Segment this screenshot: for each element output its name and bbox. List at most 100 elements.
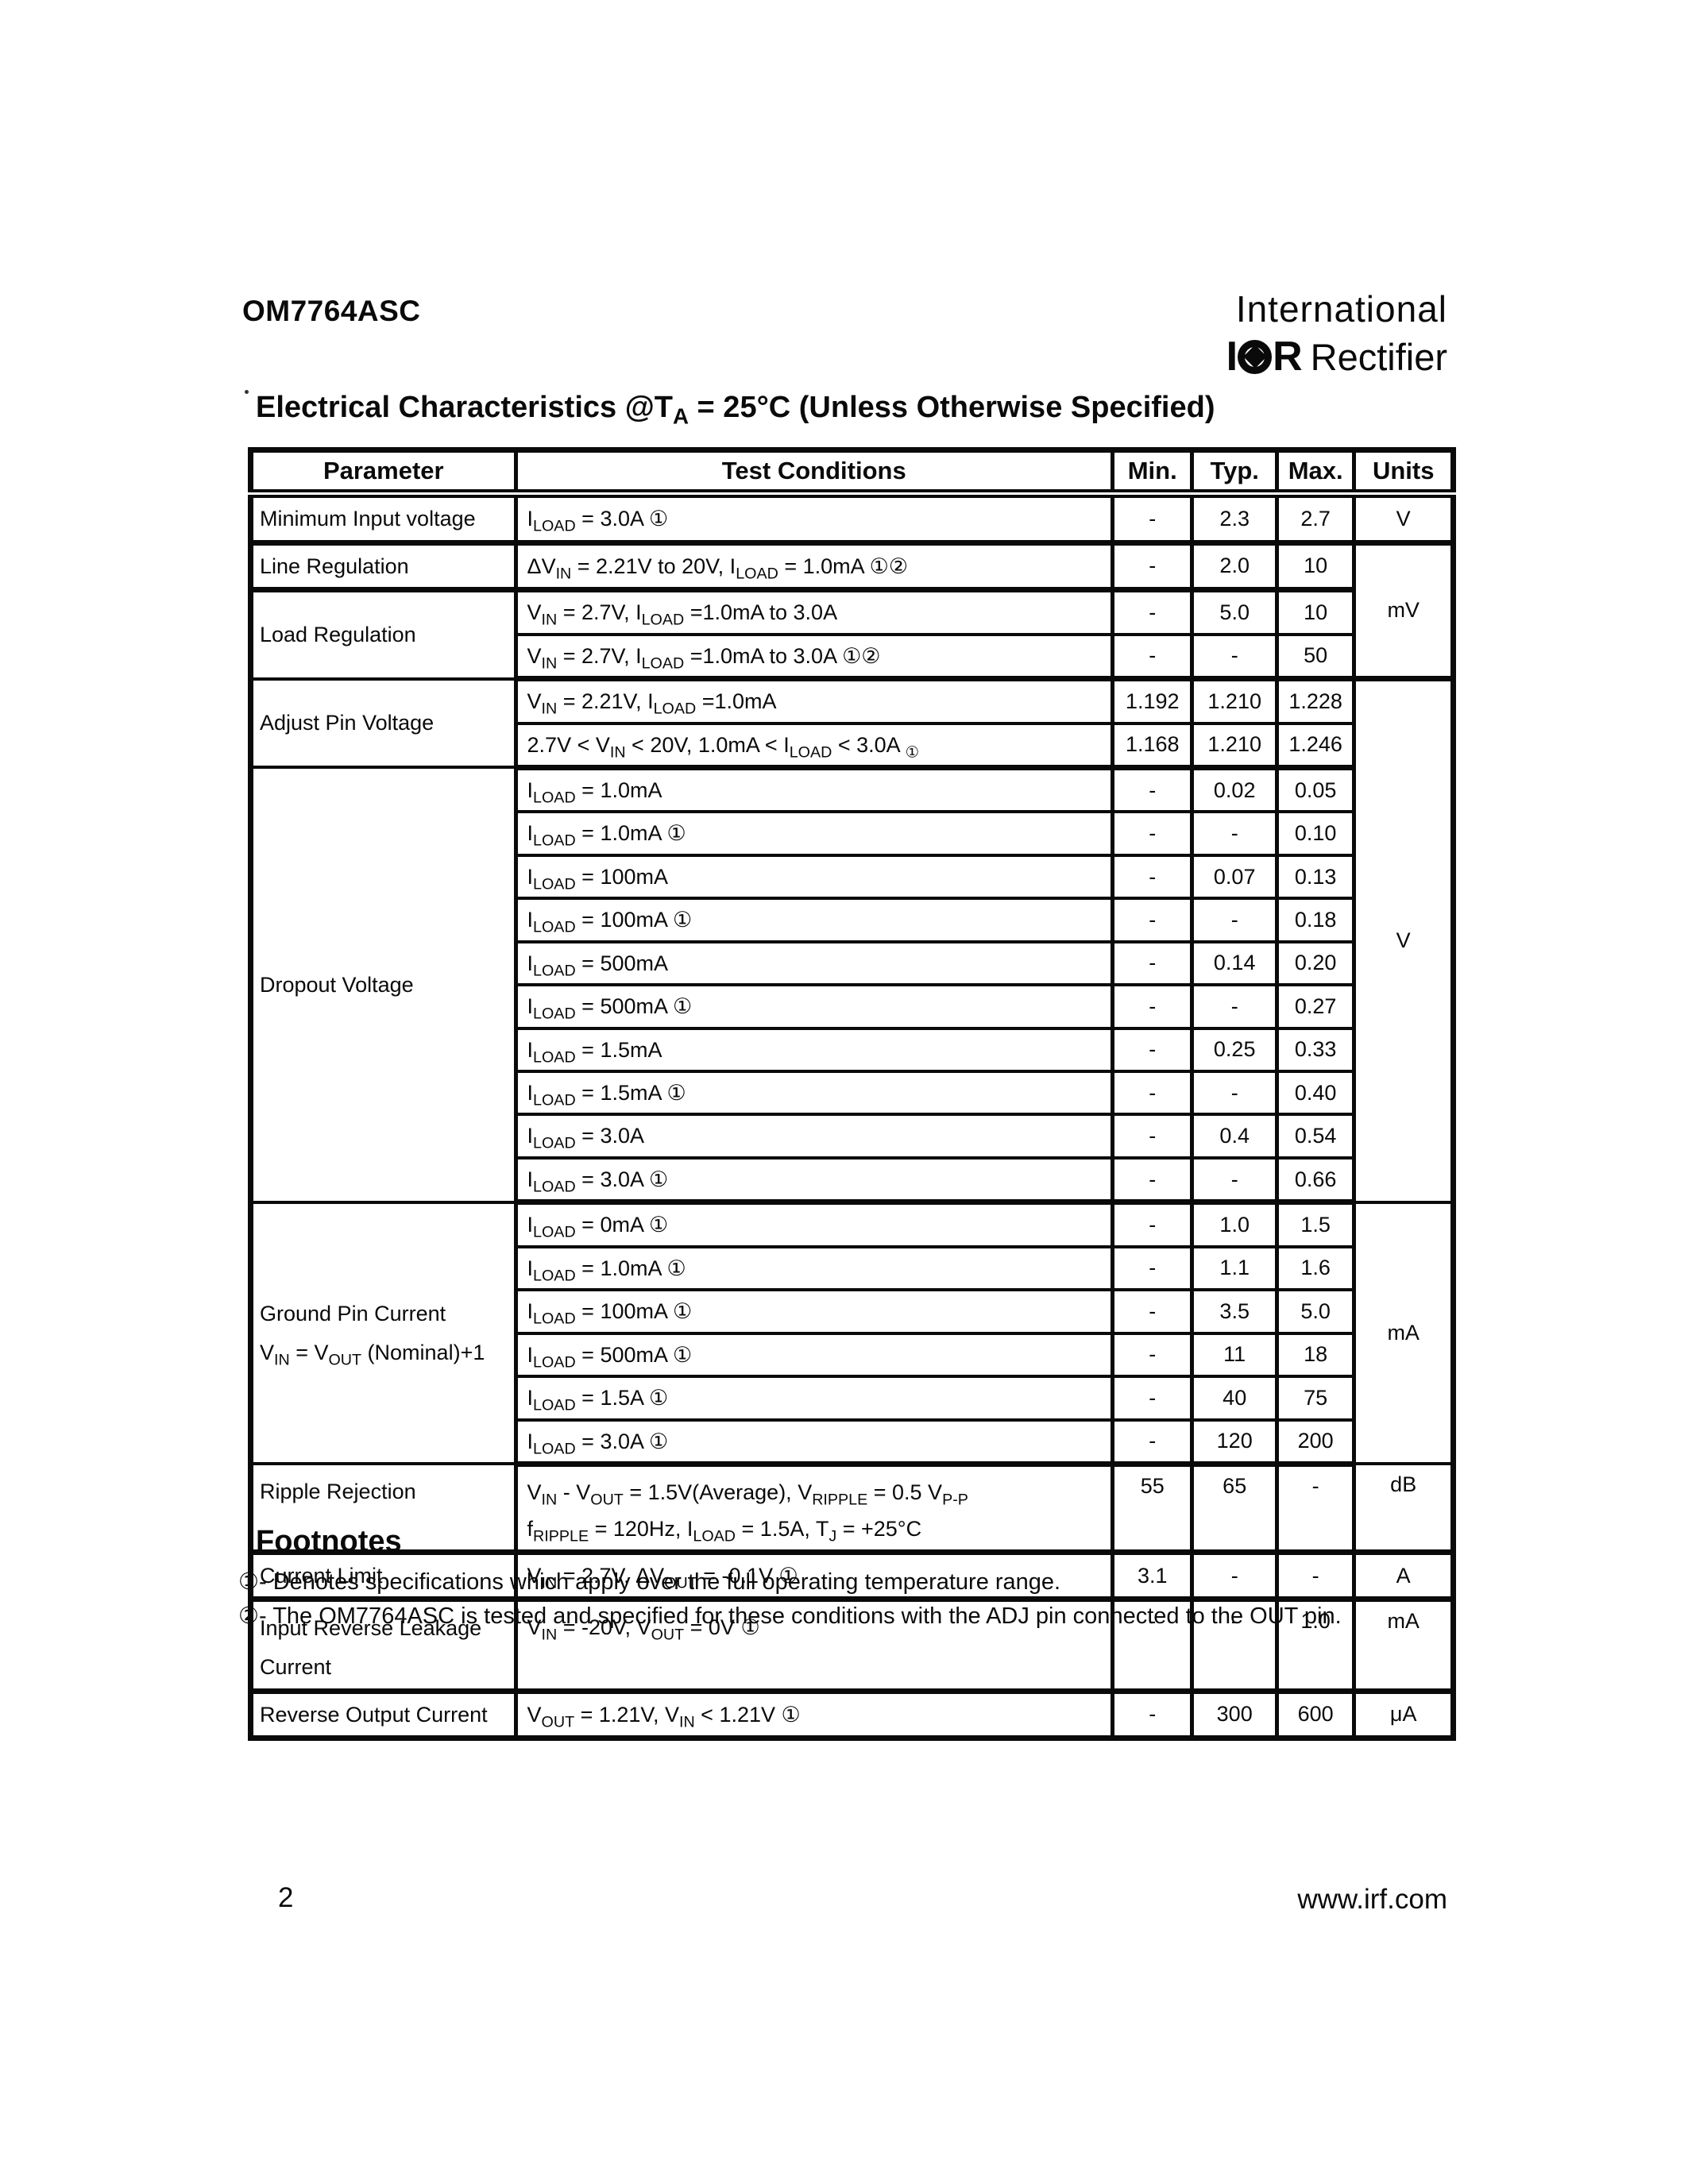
units-cell: mV xyxy=(1352,541,1455,682)
table-row: ILOAD = 1.5mA -0.25 0.33 xyxy=(251,1026,1454,1074)
test-conditions-cell: ILOAD = 0mA ① xyxy=(513,1200,1115,1248)
typ-value-cell: - xyxy=(1190,897,1279,943)
min-value-cell: - xyxy=(1110,492,1195,546)
table-row: ILOAD = 500mA -0.14 0.20 xyxy=(251,940,1454,987)
max-value-cell: 600 xyxy=(1274,1689,1357,1740)
max-value-cell: - xyxy=(1274,1462,1357,1555)
table-row: ILOAD = 100mA -0.07 0.13 xyxy=(251,853,1454,901)
typ-value-cell: 0.14 xyxy=(1190,940,1279,987)
typ-value-cell: 300 xyxy=(1190,1689,1279,1740)
typ-value-cell: - xyxy=(1190,632,1279,682)
table-row: ILOAD = 3.0A ① -120 200 xyxy=(251,1418,1454,1467)
max-value-cell: 1.0 xyxy=(1274,1597,1357,1694)
test-conditions-cell: VIN = 2.7V, ΔVOUT = -0.1V ① xyxy=(513,1550,1115,1603)
website-url: www.irf.com xyxy=(1297,1884,1447,1915)
max-value-cell: 1.246 xyxy=(1274,721,1357,770)
logo-mark-letter-r: R xyxy=(1273,334,1303,380)
parameter-cell: Load Regulation xyxy=(249,588,518,681)
units-cell: mA xyxy=(1352,1597,1455,1694)
typ-value-cell: 1.210 xyxy=(1190,677,1279,725)
table-row: Current Limit VIN = 2.7V, ΔVOUT = -0.1V ①… xyxy=(249,1550,1455,1603)
min-value-cell: - xyxy=(1110,1069,1195,1117)
test-conditions-cell: VIN - VOUT = 1.5V(Average), VRIPPLE = 0.… xyxy=(513,1462,1115,1555)
max-value-cell: 0.66 xyxy=(1274,1156,1357,1206)
max-value-cell: - xyxy=(1274,1550,1357,1603)
typ-value-cell: 11 xyxy=(1190,1331,1279,1379)
max-value-cell: 10 xyxy=(1274,541,1357,593)
test-conditions-cell: ILOAD = 3.0A ① xyxy=(513,1156,1115,1206)
typ-value-cell: 0.25 xyxy=(1190,1026,1279,1074)
max-value-cell: 0.54 xyxy=(1274,1113,1357,1160)
table-row: Adjust Pin Voltage VIN = 2.21V, ILOAD =1.… xyxy=(249,677,1455,1204)
min-value-cell: - xyxy=(1110,1375,1195,1422)
min-value-cell: - xyxy=(1110,1288,1195,1335)
min-value-cell: - xyxy=(1110,983,1195,1030)
max-value-cell: 0.05 xyxy=(1274,766,1357,814)
max-value-cell: 0.33 xyxy=(1274,1026,1357,1074)
units-cell: A xyxy=(1352,1550,1455,1603)
table-row: VIN = 2.7V, ILOAD =1.0mA to 3.0A ①② - -50 xyxy=(251,632,1454,682)
typ-value-cell: 0.4 xyxy=(1190,1113,1279,1160)
typ-value-cell: 1.1 xyxy=(1190,1244,1279,1292)
max-value-cell: 0.10 xyxy=(1274,810,1357,857)
footnotes-list: ①- Denotes specifications which apply ov… xyxy=(238,1569,1454,1638)
min-value-cell: - xyxy=(1110,940,1195,987)
test-conditions-cell: ILOAD = 3.0A ① xyxy=(513,1418,1115,1467)
parameter-cell: Reverse Output Current xyxy=(249,1689,518,1740)
units-cell: mA xyxy=(1352,1200,1455,1466)
units-cell: μA xyxy=(1352,1689,1455,1740)
table-row: Dropout Voltage ILOAD = 1.0mA -0.02 0.05 xyxy=(249,766,1454,1204)
parameter-cell: Current Limit xyxy=(249,1550,518,1603)
max-value-cell: 1.5 xyxy=(1274,1200,1357,1248)
typ-value-cell: 1.210 xyxy=(1190,721,1279,770)
parameter-cell: Line Regulation xyxy=(249,541,518,593)
typ-value-cell: 0.07 xyxy=(1190,853,1279,901)
max-value-cell: 50 xyxy=(1274,632,1357,682)
test-conditions-cell: ILOAD = 500mA xyxy=(513,940,1115,987)
logo-mark-letter-i: I xyxy=(1226,334,1238,380)
test-conditions-cell: ΔVIN = 2.21V to 20V, ILOAD = 1.0mA ①② xyxy=(513,541,1115,593)
test-conditions-cell: VIN = 2.7V, ILOAD =1.0mA to 3.0A ①② xyxy=(513,632,1115,682)
max-value-cell: 200 xyxy=(1274,1418,1357,1467)
test-conditions-cell: VIN = 2.7V, ILOAD =1.0mA to 3.0A xyxy=(513,588,1115,636)
page-number: 2 xyxy=(278,1882,294,1913)
units-cell: dB xyxy=(1352,1462,1455,1555)
parameter-cell: Adjust Pin Voltage xyxy=(249,677,518,770)
table-row: Load Regulation VIN = 2.7V, ILOAD =1.0mA … xyxy=(249,588,1454,681)
parameter-cell: Ripple Rejection xyxy=(249,1462,518,1555)
max-value-cell: 18 xyxy=(1274,1331,1357,1379)
min-value-cell: 3.1 xyxy=(1110,1550,1195,1603)
typ-value-cell: - xyxy=(1190,1069,1279,1117)
max-value-cell: 2.7 xyxy=(1274,492,1357,546)
units-cell: V xyxy=(1352,492,1455,546)
typ-value-cell: 0.02 xyxy=(1190,766,1279,814)
typ-value-cell: 2.3 xyxy=(1190,492,1279,546)
max-value-cell: 0.13 xyxy=(1274,853,1357,901)
min-value-cell: - xyxy=(1110,853,1195,901)
min-value-cell: - xyxy=(1110,1200,1195,1248)
table-row: ILOAD = 100mA ① -3.5 5.0 xyxy=(251,1288,1454,1335)
min-value-cell: - xyxy=(1110,1331,1195,1379)
test-conditions-cell: VIN = -20V, VOUT = 0V ① xyxy=(513,1597,1115,1694)
col-header-test-conditions: Test Conditions xyxy=(513,448,1115,498)
typ-value-cell: 65 xyxy=(1190,1462,1279,1555)
typ-value-cell: - xyxy=(1190,1156,1279,1206)
footnote-2: ②- The OM7764ASC is tested and specified… xyxy=(238,1603,1342,1630)
logo-rectifier-text: Rectifier xyxy=(1310,335,1447,378)
test-conditions-cell: ILOAD = 1.5mA xyxy=(513,1026,1115,1074)
table-row: ILOAD = 100mA ① - -0.18 xyxy=(251,897,1454,943)
units-cell: V xyxy=(1352,677,1455,1204)
footnotes-heading: Footnotes xyxy=(256,1525,402,1558)
table-row: ILOAD = 3.0A ① - -0.66 xyxy=(251,1156,1454,1206)
max-value-cell: 1.6 xyxy=(1274,1244,1357,1292)
min-value-cell: 1.192 xyxy=(1110,677,1195,725)
max-value-cell: 0.20 xyxy=(1274,940,1357,987)
max-value-cell: 10 xyxy=(1274,588,1357,636)
typ-value-cell: 5.0 xyxy=(1190,588,1279,636)
min-value-cell: - xyxy=(1110,632,1195,682)
typ-value-cell: 1.0 xyxy=(1190,1200,1279,1248)
typ-value-cell: 120 xyxy=(1190,1418,1279,1467)
parameter-cell: Minimum Input voltage xyxy=(249,492,518,546)
max-value-cell: 5.0 xyxy=(1274,1288,1357,1335)
